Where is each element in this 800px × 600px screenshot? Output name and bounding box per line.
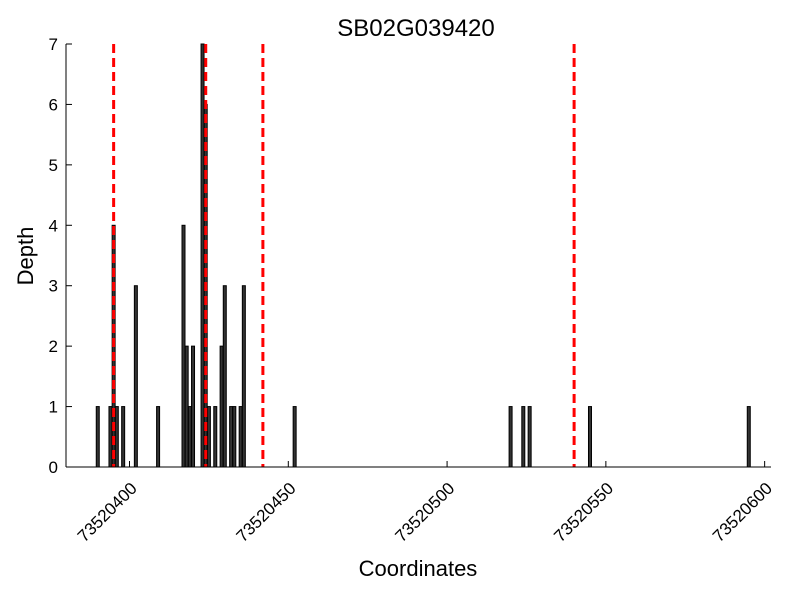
bar — [156, 406, 161, 468]
y-tick-label: 5 — [49, 156, 58, 175]
bar — [187, 406, 192, 468]
y-tick-label: 3 — [49, 277, 58, 296]
y-axis-title: Depth — [13, 227, 38, 286]
bar — [219, 345, 224, 468]
bar — [184, 345, 189, 468]
bar — [508, 406, 513, 468]
bar — [213, 406, 218, 468]
bar — [191, 345, 196, 468]
bar — [527, 406, 532, 468]
bar — [222, 285, 227, 468]
bar — [587, 406, 592, 468]
bar — [206, 406, 211, 468]
bar — [229, 406, 234, 468]
bar — [292, 406, 297, 468]
bar — [241, 285, 246, 468]
bar — [746, 406, 751, 468]
bar — [181, 224, 186, 468]
x-axis-title: Coordinates — [359, 556, 478, 581]
y-tick-label: 1 — [49, 398, 58, 417]
y-tick-label: 0 — [49, 458, 58, 477]
reference-lines-layer — [112, 44, 576, 467]
bar — [114, 406, 119, 468]
chart-title: SB02G039420 — [337, 15, 494, 42]
y-tick-label: 7 — [49, 35, 58, 54]
bar — [238, 406, 243, 468]
bar — [108, 406, 113, 468]
y-axis-ticks: 0 1 2 3 4 5 6 7 — [49, 35, 72, 477]
bar — [133, 285, 138, 468]
y-tick-label: 4 — [49, 216, 58, 235]
bar — [95, 406, 100, 468]
bar — [232, 406, 237, 468]
y-tick-label: 2 — [49, 337, 58, 356]
bar — [200, 43, 205, 468]
bar — [521, 406, 526, 468]
y-tick-label: 6 — [49, 95, 58, 114]
bar — [121, 406, 126, 468]
